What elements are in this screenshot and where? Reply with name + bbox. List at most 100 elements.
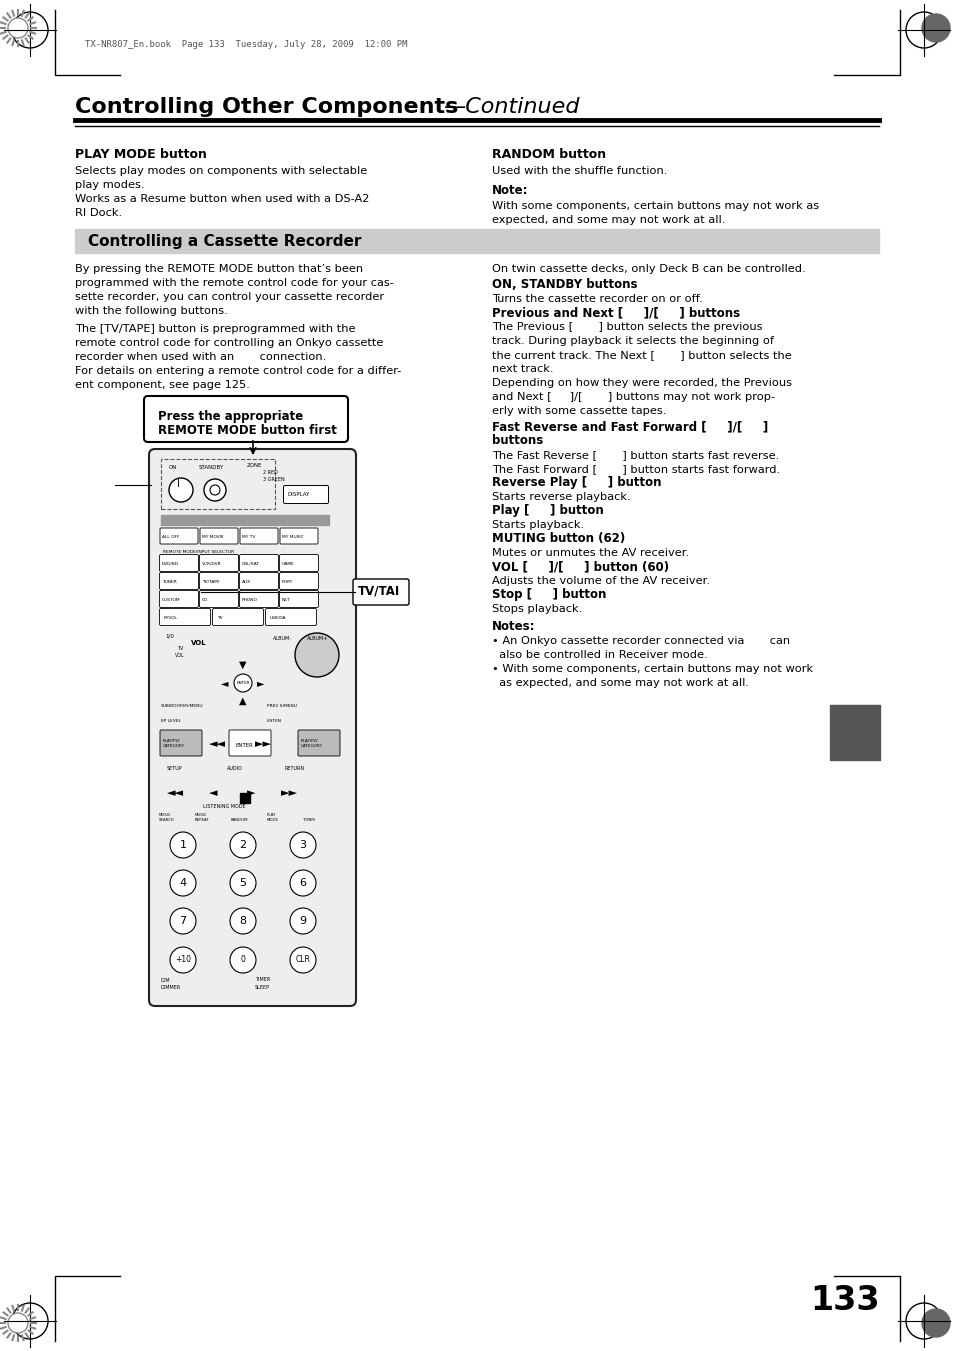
Text: Starts reverse playback.: Starts reverse playback. <box>492 492 630 503</box>
Text: M/VOL: M/VOL <box>164 616 177 620</box>
Text: next track.: next track. <box>492 363 553 374</box>
Text: ent component, see page 125.: ent component, see page 125. <box>75 380 250 390</box>
Text: DIMMER: DIMMER <box>161 985 181 990</box>
Bar <box>75 230 878 253</box>
Text: recorder when used with an       connection.: recorder when used with an connection. <box>75 353 326 362</box>
Text: ►►: ►► <box>254 739 272 748</box>
Text: Turns the cassette recorder on or off.: Turns the cassette recorder on or off. <box>492 295 702 304</box>
Text: SETUP: SETUP <box>167 766 182 771</box>
FancyBboxPatch shape <box>297 730 339 757</box>
FancyBboxPatch shape <box>144 396 348 442</box>
Text: 8: 8 <box>239 916 246 925</box>
FancyBboxPatch shape <box>149 449 355 1006</box>
Circle shape <box>233 674 252 692</box>
Circle shape <box>290 947 315 973</box>
FancyBboxPatch shape <box>279 573 318 589</box>
FancyBboxPatch shape <box>199 573 238 589</box>
Text: CUSTOM: CUSTOM <box>162 598 180 603</box>
Text: Depending on how they were recorded, the Previous: Depending on how they were recorded, the… <box>492 378 791 388</box>
Text: sette recorder, you can control your cassette recorder: sette recorder, you can control your cas… <box>75 292 384 303</box>
Text: 5: 5 <box>239 878 246 888</box>
Text: +10: +10 <box>174 955 191 965</box>
FancyBboxPatch shape <box>199 554 238 571</box>
Text: ◄: ◄ <box>221 678 229 688</box>
FancyBboxPatch shape <box>279 590 318 608</box>
Text: ENTER: ENTER <box>236 681 250 685</box>
Circle shape <box>230 832 255 858</box>
Text: RETURN: RETURN <box>285 766 305 771</box>
Text: PLAY MODE button: PLAY MODE button <box>75 149 207 161</box>
Text: as expected, and some may not work at all.: as expected, and some may not work at al… <box>492 678 748 688</box>
Circle shape <box>921 14 949 42</box>
Text: TIMER: TIMER <box>303 817 314 821</box>
Text: PLAY/PLY
CATEGORY: PLAY/PLY CATEGORY <box>163 739 185 748</box>
Text: CBL/SAT: CBL/SAT <box>242 562 260 566</box>
Text: PLAY
MODE: PLAY MODE <box>267 813 278 821</box>
Text: 1/0: 1/0 <box>165 634 173 639</box>
FancyBboxPatch shape <box>265 608 316 626</box>
Text: By pressing the REMOTE MODE button that’s been: By pressing the REMOTE MODE button that’… <box>75 263 363 274</box>
FancyBboxPatch shape <box>159 554 198 571</box>
Bar <box>829 705 879 761</box>
Text: Mutes or unmutes the AV receiver.: Mutes or unmutes the AV receiver. <box>492 549 688 558</box>
Text: DVD/BD: DVD/BD <box>162 562 179 566</box>
Text: Stop [     ] button: Stop [ ] button <box>492 588 606 601</box>
Text: PLAY/PLY
CATEGORY: PLAY/PLY CATEGORY <box>301 739 323 748</box>
Text: 4: 4 <box>179 878 187 888</box>
FancyBboxPatch shape <box>239 554 278 571</box>
Text: ►: ► <box>257 678 265 688</box>
Text: ON: ON <box>169 465 177 470</box>
Text: SLEEP: SLEEP <box>254 985 270 990</box>
Text: MY MOVIE: MY MOVIE <box>202 535 224 539</box>
Text: Stops playback.: Stops playback. <box>492 604 581 613</box>
Text: 2 RED: 2 RED <box>263 470 277 476</box>
Text: Controlling a Cassette Recorder: Controlling a Cassette Recorder <box>88 234 361 249</box>
Text: 3 GREEN: 3 GREEN <box>263 477 284 482</box>
Circle shape <box>204 480 226 501</box>
Text: AUDIO: AUDIO <box>227 766 243 771</box>
Text: ◄: ◄ <box>209 788 217 798</box>
Text: Reverse Play [     ] button: Reverse Play [ ] button <box>492 476 660 489</box>
Text: The [TV/TAPE] button is preprogrammed with the: The [TV/TAPE] button is preprogrammed wi… <box>75 324 355 334</box>
Text: ▼: ▼ <box>239 661 247 670</box>
Text: PORT: PORT <box>282 580 293 584</box>
Text: RI Dock.: RI Dock. <box>75 208 122 218</box>
Text: 2: 2 <box>239 840 246 850</box>
Text: D/M: D/M <box>161 977 171 982</box>
Text: USB/DA: USB/DA <box>270 616 286 620</box>
FancyBboxPatch shape <box>159 590 198 608</box>
Text: 3: 3 <box>299 840 306 850</box>
Text: CLR: CLR <box>295 955 310 965</box>
Text: CD: CD <box>202 598 208 603</box>
Circle shape <box>290 832 315 858</box>
Text: EP LEVEL: EP LEVEL <box>161 719 181 723</box>
FancyBboxPatch shape <box>353 580 409 605</box>
Circle shape <box>169 478 193 503</box>
Text: ON, STANDBY buttons: ON, STANDBY buttons <box>492 278 637 290</box>
Text: The Fast Reverse [       ] button starts fast reverse.: The Fast Reverse [ ] button starts fast … <box>492 450 779 459</box>
Bar <box>240 793 250 802</box>
Text: TUNER: TUNER <box>162 580 176 584</box>
Bar <box>161 459 274 509</box>
Text: Previous and Next [     ]/[     ] buttons: Previous and Next [ ]/[ ] buttons <box>492 305 740 319</box>
Text: Play [     ] button: Play [ ] button <box>492 504 603 517</box>
Text: The Fast Forward [       ] button starts fast forward.: The Fast Forward [ ] button starts fast … <box>492 463 780 474</box>
Text: Note:: Note: <box>492 184 528 197</box>
Text: expected, and some may not work at all.: expected, and some may not work at all. <box>492 215 724 226</box>
Text: AUX: AUX <box>242 580 251 584</box>
Text: VOL: VOL <box>174 653 185 658</box>
Text: VCR/DVR: VCR/DVR <box>202 562 221 566</box>
Circle shape <box>170 908 195 934</box>
FancyBboxPatch shape <box>283 485 328 504</box>
Circle shape <box>170 870 195 896</box>
Text: TIMER: TIMER <box>254 977 270 982</box>
Text: play modes.: play modes. <box>75 180 144 190</box>
Text: ►►: ►► <box>280 788 297 798</box>
Text: Starts playback.: Starts playback. <box>492 520 583 530</box>
Text: PREV S/MENU: PREV S/MENU <box>267 704 296 708</box>
Text: The Previous [       ] button selects the previous: The Previous [ ] button selects the prev… <box>492 322 761 332</box>
Text: • An Onkyo cassette recorder connected via       can: • An Onkyo cassette recorder connected v… <box>492 636 789 646</box>
Text: ENTER: ENTER <box>235 743 253 748</box>
Text: ZONE: ZONE <box>247 463 262 467</box>
Text: and Next [     ]/[       ] buttons may not work prop-: and Next [ ]/[ ] buttons may not work pr… <box>492 392 774 403</box>
